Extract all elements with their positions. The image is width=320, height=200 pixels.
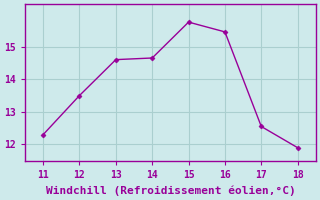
- X-axis label: Windchill (Refroidissement éolien,°C): Windchill (Refroidissement éolien,°C): [45, 185, 295, 196]
